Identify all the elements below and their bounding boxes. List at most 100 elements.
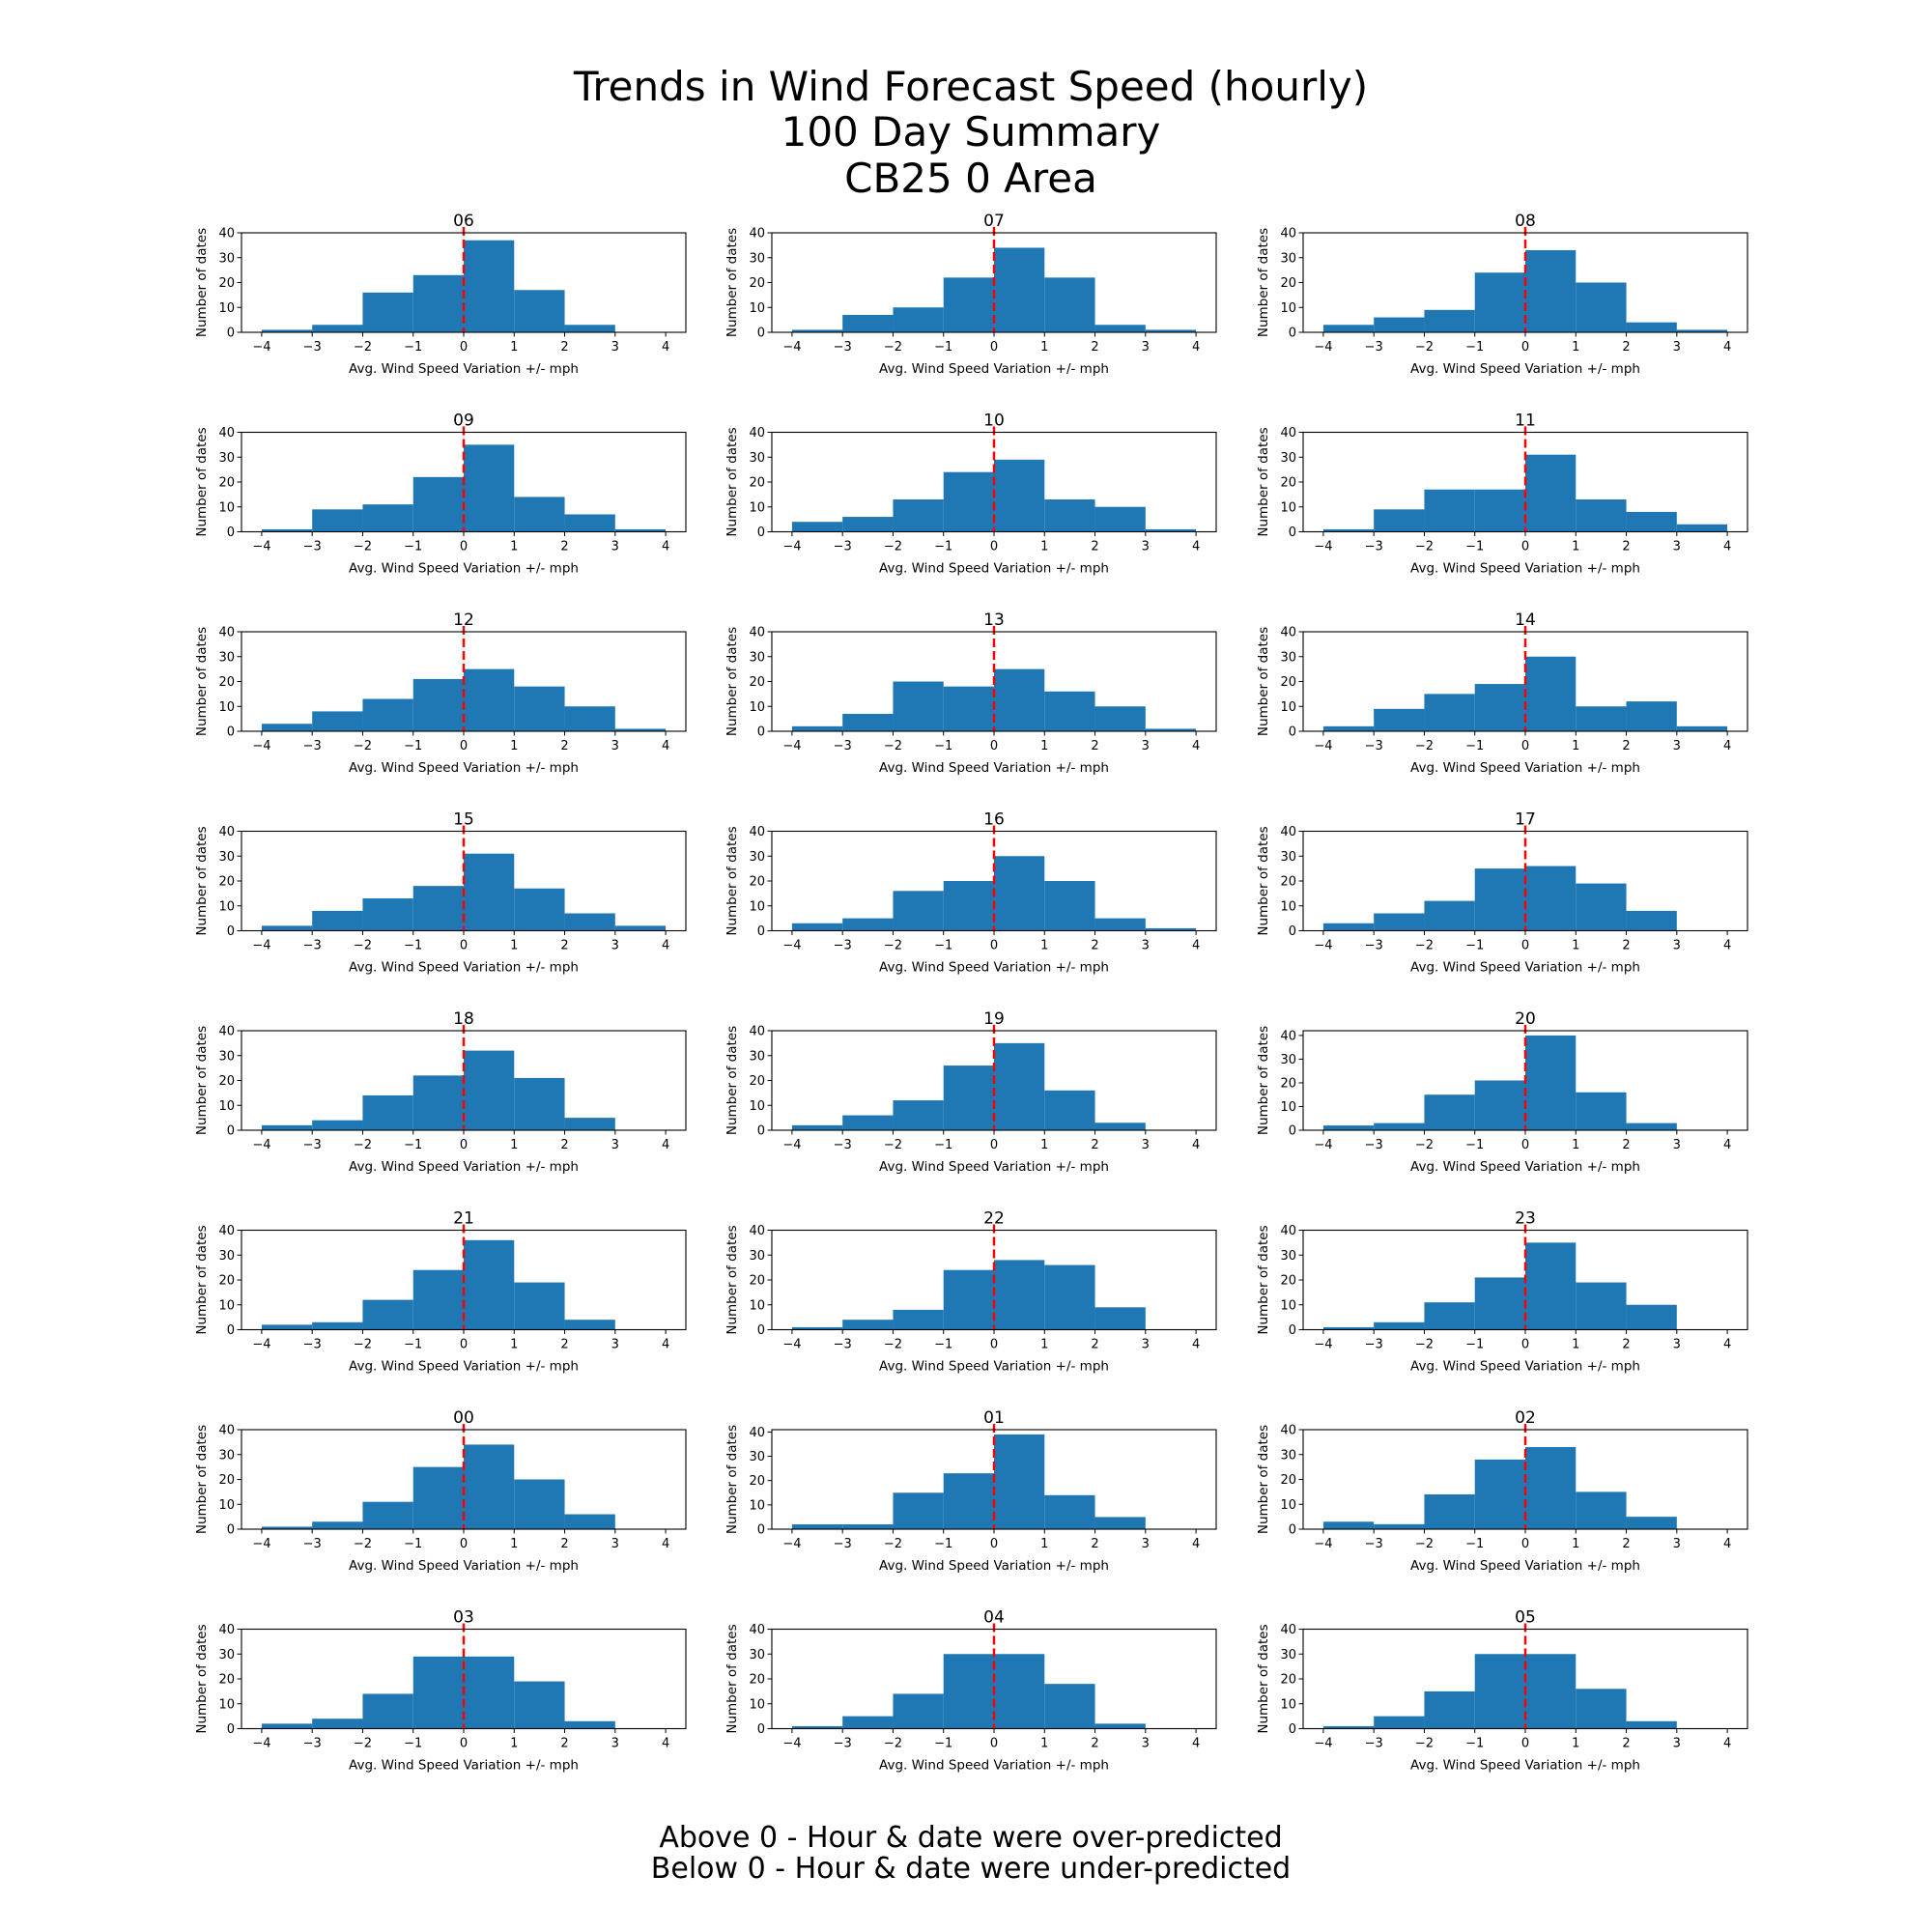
x-tick-label: 4 [1723, 540, 1731, 554]
y-tick-label: 10 [1280, 301, 1296, 316]
histogram-bar [842, 918, 894, 931]
subplot-title: 13 [983, 611, 1005, 630]
y-tick-label: 0 [757, 1523, 765, 1538]
y-tick-label: 10 [218, 301, 235, 316]
x-tick-label: 1 [1572, 340, 1579, 355]
y-tick-label: 20 [1280, 476, 1296, 491]
histogram-bar [1374, 708, 1425, 731]
y-tick-label: 10 [218, 1697, 235, 1712]
y-tick-label: 20 [218, 276, 235, 291]
y-tick-label: 0 [227, 725, 235, 740]
histogram-bar [1094, 1723, 1146, 1729]
x-tick-label: 2 [1091, 1537, 1098, 1551]
histogram-bar [564, 1118, 615, 1130]
histogram-bar [1322, 528, 1375, 532]
x-tick-label: −2 [354, 1138, 372, 1152]
y-axis-label: Number of dates [194, 1425, 210, 1534]
x-tick-label: −4 [1314, 1737, 1332, 1751]
x-tick-label: 3 [611, 1338, 619, 1352]
y-tick-label: 30 [749, 1648, 765, 1662]
x-tick-label: −4 [782, 739, 801, 753]
x-tick-label: 0 [460, 1737, 468, 1751]
subplot-title: 14 [1515, 611, 1536, 630]
x-tick-label: −3 [303, 1138, 322, 1152]
x-axis-label: Avg. Wind Speed Variation +/- mph [349, 960, 579, 976]
y-tick-label: 20 [749, 1474, 765, 1489]
y-tick-label: 20 [749, 1274, 765, 1289]
histogram-bar [1094, 325, 1146, 332]
histogram-bar [1094, 918, 1146, 931]
histogram-bar [362, 1693, 413, 1729]
x-axis-label: Avg. Wind Speed Variation +/- mph [879, 1758, 1109, 1774]
y-tick-label: 30 [749, 1049, 765, 1064]
histogram-bar [564, 514, 615, 532]
histogram-bar [994, 1654, 1045, 1729]
x-tick-label: 4 [1192, 1737, 1200, 1751]
y-tick-label: 10 [218, 700, 235, 715]
y-axis-label: Number of dates [1256, 826, 1271, 935]
histogram-bar [1374, 1122, 1425, 1130]
x-tick-label: −2 [354, 739, 372, 753]
y-tick-label: 0 [757, 327, 765, 341]
histogram-bar [1676, 725, 1728, 731]
y-tick-label: 10 [1280, 1498, 1296, 1513]
x-tick-label: 0 [990, 1537, 998, 1551]
x-tick-label: −1 [404, 1338, 422, 1352]
histogram-bar [1374, 1321, 1425, 1330]
y-tick-label: 40 [749, 1426, 765, 1440]
x-tick-label: 2 [1622, 739, 1630, 753]
subplot-title: 21 [453, 1209, 474, 1229]
y-tick-label: 10 [218, 1099, 235, 1114]
histogram-bar [412, 274, 464, 332]
x-tick-label: 4 [1192, 340, 1200, 355]
histogram-bar [893, 891, 944, 931]
y-tick-label: 20 [218, 1673, 235, 1688]
x-tick-label: 4 [1192, 1138, 1200, 1152]
x-tick-label: 2 [1622, 1737, 1630, 1751]
histogram-bar [362, 1501, 413, 1529]
y-tick-label: 0 [227, 526, 235, 540]
x-tick-label: −3 [1365, 1138, 1383, 1152]
y-tick-label: 30 [218, 1049, 235, 1064]
x-tick-label: −3 [1365, 540, 1383, 554]
x-tick-label: 0 [460, 1537, 468, 1551]
histogram-bar [514, 686, 565, 731]
x-tick-label: 1 [510, 1138, 518, 1152]
x-axis-label: Avg. Wind Speed Variation +/- mph [1410, 361, 1640, 377]
x-tick-label: 1 [1572, 540, 1579, 554]
histogram-bar [564, 706, 615, 731]
histogram-bar [312, 711, 363, 731]
y-axis-label: Number of dates [1256, 1425, 1271, 1534]
x-tick-label: 0 [990, 1138, 998, 1152]
x-tick-label: −1 [934, 1138, 952, 1152]
x-tick-label: 3 [1673, 540, 1681, 554]
x-tick-label: 1 [1572, 1737, 1579, 1751]
histogram-bar [464, 1444, 515, 1529]
x-tick-label: 0 [460, 1338, 468, 1352]
x-tick-label: 1 [1572, 739, 1579, 753]
histogram-bar [261, 1526, 313, 1529]
histogram-bar [1525, 1035, 1577, 1130]
histogram-bar [412, 886, 464, 931]
subplot-title: 07 [983, 212, 1005, 231]
histogram-bar [1576, 1282, 1627, 1330]
x-tick-label: −3 [834, 1537, 852, 1551]
histogram-bar [362, 292, 413, 332]
x-tick-label: 4 [1723, 1338, 1731, 1352]
y-tick-label: 10 [218, 500, 235, 515]
histogram-bar [1576, 706, 1627, 731]
x-tick-label: 3 [1673, 1338, 1681, 1352]
histogram-bar [1525, 1242, 1577, 1330]
y-tick-label: 30 [218, 251, 235, 266]
x-tick-label: 2 [560, 540, 568, 554]
x-tick-label: 0 [990, 939, 998, 953]
x-tick-label: −4 [782, 340, 801, 355]
y-tick-label: 20 [749, 276, 765, 291]
